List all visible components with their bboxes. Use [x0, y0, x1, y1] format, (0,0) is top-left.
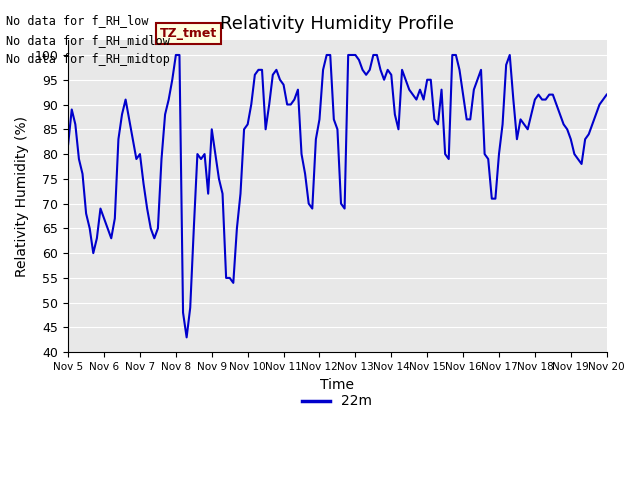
Text: No data for f_RH_midlow: No data for f_RH_midlow: [6, 34, 170, 47]
Text: No data for f_RH_midtop: No data for f_RH_midtop: [6, 53, 170, 66]
X-axis label: Time: Time: [321, 377, 355, 392]
Legend: 22m: 22m: [297, 389, 378, 414]
Text: TZ_tmet: TZ_tmet: [160, 27, 217, 40]
Title: Relativity Humidity Profile: Relativity Humidity Profile: [220, 15, 454, 33]
Y-axis label: Relativity Humidity (%): Relativity Humidity (%): [15, 116, 29, 276]
Text: No data for f_RH_low: No data for f_RH_low: [6, 14, 149, 27]
